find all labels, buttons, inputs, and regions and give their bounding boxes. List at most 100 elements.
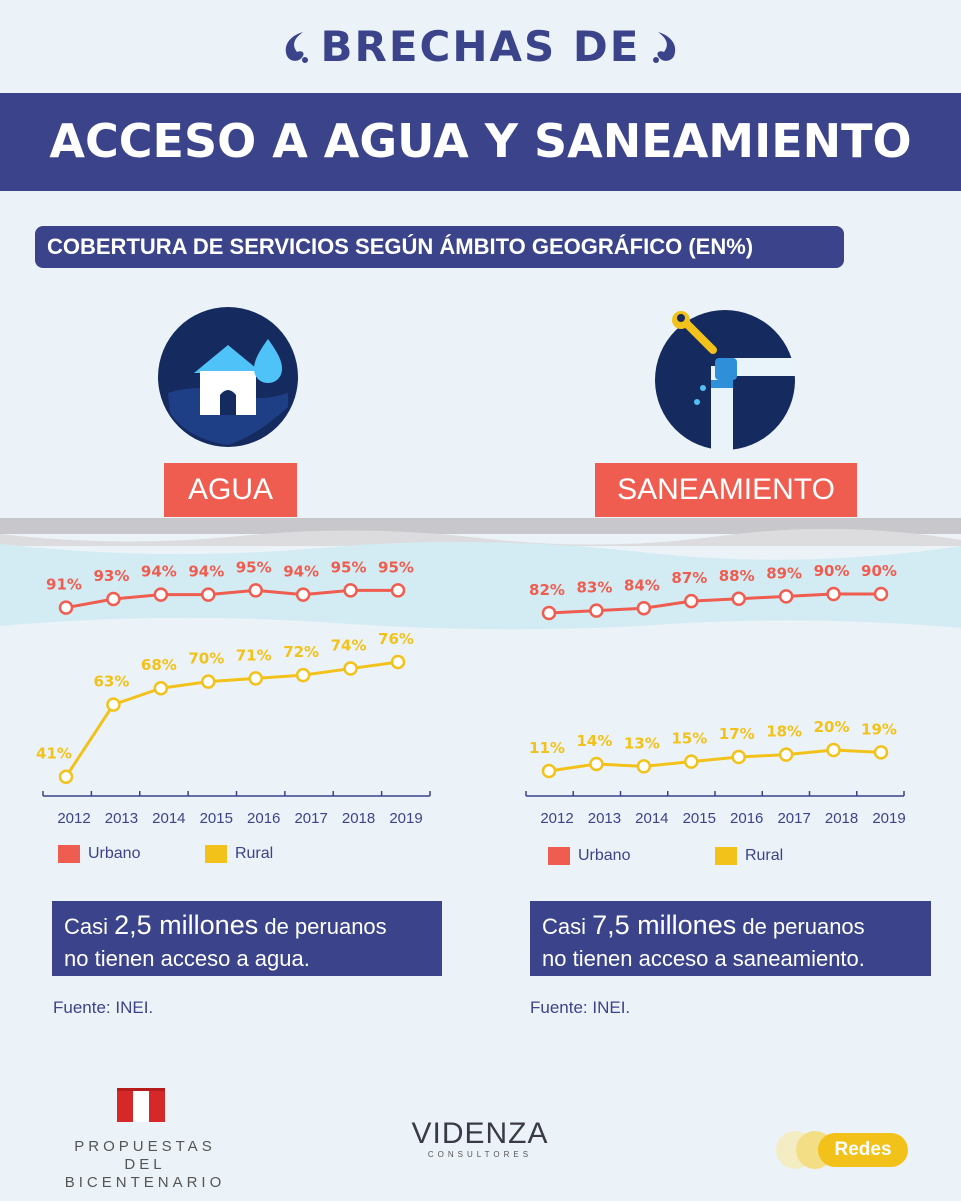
saneamiento-info-prefix: Casi	[542, 914, 587, 939]
data-point-urbano	[106, 591, 121, 607]
x-tick-label: 2016	[247, 810, 280, 827]
legend-swatch-rural	[714, 847, 737, 865]
data-point-urbano	[58, 600, 74, 615]
data-label-urbano: 90%	[861, 562, 897, 580]
legend-label-rural: Rural	[744, 847, 784, 865]
propuestas-line1: PROPUESTAS DEL	[74, 1138, 216, 1173]
x-tick-label: 2013	[105, 810, 138, 827]
agua-info-prefix: Casi	[64, 914, 109, 939]
x-tick-label: 2012	[540, 810, 573, 827]
data-point-urbano	[826, 586, 841, 602]
series-line-rural	[548, 748, 882, 773]
saneamiento-info-suffix: de peruanos	[742, 914, 865, 939]
data-point-rural	[201, 674, 216, 689]
data-label-urbano: 84%	[624, 576, 660, 594]
legend-swatch-rural	[204, 845, 227, 863]
x-tick-label: 2015	[200, 810, 233, 827]
x-tick-label: 2019	[872, 810, 905, 827]
x-tick-label: 2019	[389, 810, 422, 827]
water-splash-icon	[281, 25, 311, 74]
data-label-rural: 20%	[814, 718, 850, 736]
data-point-rural	[106, 697, 121, 712]
data-point-urbano	[295, 587, 311, 602]
data-point-urbano	[731, 591, 746, 606]
legend-swatch-urbano	[58, 845, 80, 863]
series-line-urbano	[548, 592, 881, 615]
data-label-urbano: 83%	[576, 579, 612, 597]
data-label-urbano: 87%	[671, 569, 707, 587]
data-point-rural	[636, 759, 652, 774]
propuestas-line2: BICENTENARIO	[64, 1174, 226, 1191]
saneamiento-legend: Urbano Rural	[548, 847, 783, 865]
data-point-urbano	[153, 587, 169, 602]
data-label-rural: 72%	[283, 643, 319, 661]
data-label-urbano: 95%	[331, 558, 367, 576]
saneamiento-chart: 2012 2013 2014 2015 2016 2017 2018 2019 82% 83% 84…	[525, 562, 906, 827]
legend-swatch-urbano	[548, 847, 570, 865]
data-label-rural: 74%	[331, 637, 367, 655]
data-label-urbano: 82%	[529, 581, 565, 599]
data-point-rural	[58, 769, 74, 784]
data-point-urbano	[541, 605, 557, 621]
data-point-urbano	[248, 583, 263, 598]
x-tick-label: 2018	[825, 810, 858, 827]
propuestas-bicentenario-logo: PROPUESTAS DEL BICENTENARIO	[55, 1138, 235, 1192]
data-point-urbano	[636, 601, 652, 616]
data-label-urbano: 95%	[378, 558, 414, 576]
data-label-rural: 76%	[378, 630, 414, 648]
redes-badge[interactable]: Redes	[818, 1133, 908, 1167]
data-label-urbano: 89%	[766, 564, 802, 582]
data-label-urbano: 91%	[46, 576, 82, 594]
videnza-wordmark: VIDENZA	[411, 1117, 549, 1150]
house-water-drop-icon	[158, 307, 298, 451]
data-label-rural: 68%	[141, 656, 177, 674]
data-label-urbano: 94%	[188, 563, 224, 581]
data-label-rural: 41%	[36, 745, 72, 763]
data-point-rural	[390, 654, 406, 670]
agua-chart: 2012 2013 2014 2015 2016 2017 2018 2019 91% 93% 94…	[36, 558, 431, 827]
page-title: ACCESO A AGUA Y SANEAMIENTO	[49, 114, 912, 168]
x-tick-label: 2018	[342, 810, 375, 827]
x-tick-label: 2015	[683, 810, 716, 827]
x-tick-label: 2017	[777, 810, 810, 827]
agua-info-box: Casi 2,5 millones de peruanos no tienen …	[52, 901, 442, 976]
data-point-urbano	[343, 583, 358, 598]
series-line-rural	[64, 660, 399, 778]
x-tick-label: 2012	[57, 810, 90, 827]
data-label-urbano: 94%	[283, 563, 319, 581]
agua-info-suffix: de peruanos	[264, 914, 387, 939]
data-label-rural: 70%	[188, 650, 224, 668]
agua-label: AGUA	[164, 463, 297, 517]
water-splash-icon	[650, 25, 680, 74]
data-label-urbano: 88%	[719, 567, 755, 585]
videnza-subtitle: CONSULTORES	[427, 1150, 533, 1159]
data-point-rural	[873, 745, 889, 760]
saneamiento-info-box: Casi 7,5 millones de peruanos no tienen …	[530, 901, 931, 976]
data-point-rural	[778, 747, 794, 762]
data-point-rural	[541, 763, 557, 779]
data-label-rural: 13%	[624, 734, 660, 752]
agua-source: Fuente: INEI.	[53, 998, 154, 1017]
x-tick-label: 2017	[294, 810, 327, 827]
data-point-rural	[731, 749, 746, 765]
peru-flag-icon	[117, 1086, 167, 1128]
legend-label-rural: Rural	[234, 845, 274, 863]
data-point-rural	[826, 742, 841, 758]
data-point-rural	[153, 680, 169, 696]
header-brechas: BRECHAS DE	[0, 22, 961, 74]
data-label-urbano: 95%	[236, 558, 272, 576]
data-point-urbano	[589, 603, 604, 618]
data-point-urbano	[778, 589, 794, 604]
x-tick-label: 2013	[588, 810, 621, 827]
videnza-logo: VIDENZA CONSULTORES	[405, 1117, 555, 1160]
data-label-rural: 11%	[529, 739, 565, 757]
x-tick-label: 2014	[152, 810, 185, 827]
water-band	[0, 518, 961, 630]
saneamiento-source: Fuente: INEI.	[530, 998, 631, 1017]
data-point-urbano	[390, 583, 406, 598]
header-title-line1: BRECHAS DE	[320, 22, 641, 71]
title-banner	[0, 93, 961, 191]
series-line-urbano	[65, 588, 398, 610]
data-point-rural	[684, 754, 699, 769]
data-point-urbano	[201, 587, 216, 602]
